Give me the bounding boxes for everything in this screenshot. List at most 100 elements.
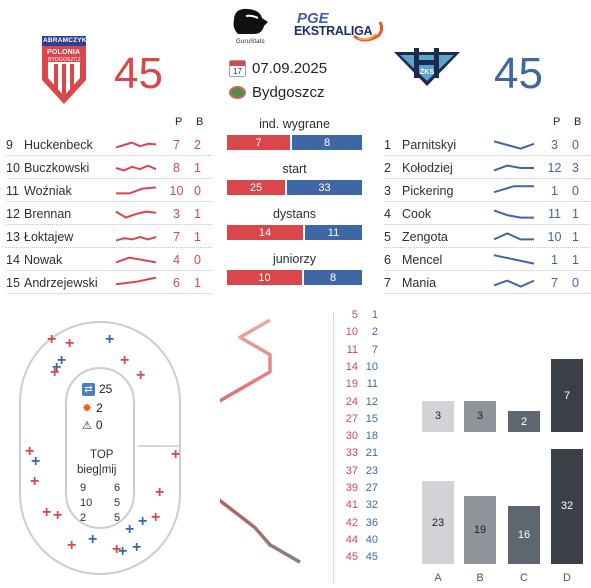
track-marker: + <box>171 446 181 463</box>
trend-sparkline <box>116 185 157 194</box>
rider-name: Zengota <box>402 229 448 244</box>
bar-bottom: 32 <box>551 448 583 564</box>
rider-name: Kołodziej <box>402 160 453 175</box>
league-ekstraliga: EKSTRALIGA <box>294 24 373 38</box>
track-marker: + <box>53 507 63 524</box>
comparison-gap <box>303 225 305 240</box>
shuffle-icon: ⇄ <box>82 382 95 396</box>
rider-bonus: 1 <box>572 206 579 221</box>
rider-row[interactable]: 10 Buczkowski 8 1 <box>6 157 211 179</box>
bar-top: 7 <box>551 359 583 432</box>
rider-row[interactable]: 6 Mencel 1 1 <box>384 249 589 271</box>
rider-row[interactable]: 1 Parnitskyi 3 0 <box>384 134 589 156</box>
rider-row[interactable]: 7 Mania 7 0 <box>384 272 589 294</box>
left-b-header: B <box>196 116 204 128</box>
rider-trend <box>492 229 544 245</box>
heat-score-left: 39 <box>345 482 358 494</box>
comparison-title: start <box>282 162 307 176</box>
track-marker: + <box>65 335 75 352</box>
trend-sparkline <box>115 276 157 285</box>
trend-sparkline <box>493 253 535 265</box>
warning-stat: ⚠ 0 <box>82 418 103 432</box>
heat-score-right: 15 <box>365 412 378 425</box>
heat-score-right: 10 <box>365 360 378 373</box>
logo-text-top: ABRAMCZYK <box>43 37 87 44</box>
rider-row[interactable]: 2 Kołodziej 12 3 <box>384 157 589 179</box>
rider-name: Mencel <box>402 252 443 267</box>
top-heat: 10 <box>80 497 93 509</box>
rider-name: Huckenbeck <box>24 137 93 152</box>
rider-row[interactable]: 3 Pickering 1 0 <box>384 180 589 202</box>
heat-score-right: 21 <box>365 447 378 460</box>
rider-number: 14 <box>6 252 20 267</box>
rider-bonus: 0 <box>572 137 579 152</box>
top-label: TOP <box>90 449 114 461</box>
crash-stat: ✸ 2 <box>82 401 103 415</box>
track-marker: + <box>50 364 60 381</box>
rider-bonus: 0 <box>572 183 579 198</box>
rider-points: 10 <box>547 229 562 244</box>
rider-row[interactable]: 11 Woźniak 10 0 <box>6 180 211 202</box>
rider-row[interactable]: 4 Cook 11 1 <box>384 203 589 225</box>
zks-logo: ŻKS <box>392 44 462 88</box>
track-marker: + <box>25 443 35 460</box>
rider-row[interactable]: 12 Brennan 3 1 <box>6 203 211 225</box>
rider-name: Parnitskyi <box>402 137 457 152</box>
rider-points: 1 <box>551 183 558 198</box>
heat-score-left: 5 <box>351 309 358 321</box>
shuffle-stat: ⇄ 25 <box>82 382 112 396</box>
right-b-header: B <box>574 116 582 128</box>
rider-trend <box>114 137 166 153</box>
comparison-gap <box>285 180 287 195</box>
track-marker: + <box>57 352 67 369</box>
heat-score-line <box>220 318 301 564</box>
heat-score-left: 14 <box>345 360 358 373</box>
rider-row[interactable]: 14 Nowak 4 0 <box>6 249 211 271</box>
heat-score-left: 41 <box>345 499 358 512</box>
trend-sparkline <box>493 231 534 240</box>
track-marker: + <box>118 543 128 560</box>
rider-name: Brennan <box>24 206 72 221</box>
rider-trend <box>114 275 166 291</box>
league-pge: PGE <box>297 10 329 27</box>
warning-value: 0 <box>95 418 103 432</box>
comparison-left-value: 25 <box>227 180 285 195</box>
stadium-icon <box>229 86 246 99</box>
trend-sparkline <box>115 164 157 171</box>
rider-row[interactable]: 13 Łoktajew 7 1 <box>6 226 211 248</box>
rider-row[interactable]: 5 Zengota 10 1 <box>384 226 589 248</box>
track-marker: + <box>125 521 135 538</box>
rider-trend <box>492 206 544 222</box>
comparison-right-value: 8 <box>292 135 362 150</box>
rider-trend <box>492 160 544 176</box>
rider-bonus: 1 <box>572 229 579 244</box>
rider-name: Andrzejewski <box>24 275 98 290</box>
heat-score-left: 24 <box>345 395 358 408</box>
rider-number: 9 <box>6 137 13 152</box>
heat-score-left: 19 <box>345 378 358 391</box>
rider-points: 12 <box>547 160 562 175</box>
left-p-header: P <box>175 116 183 128</box>
track-marker: + <box>151 509 161 526</box>
comparison-bar: 25 33 <box>227 180 362 195</box>
top-passes: 6 <box>114 482 121 494</box>
comparison-bar: 10 8 <box>227 270 362 285</box>
heat-score-right: 12 <box>365 395 378 408</box>
comparison-left-value: 7 <box>227 135 290 150</box>
rider-row[interactable]: 15 Andrzejewski 6 1 <box>6 272 211 294</box>
track-marker: + <box>31 453 41 470</box>
rider-row[interactable]: 9 Huckenbeck 7 2 <box>6 134 211 156</box>
trend-sparkline <box>493 164 534 171</box>
rider-number: 4 <box>384 206 391 221</box>
bar-top: 3 <box>464 400 496 432</box>
rider-bonus: 3 <box>572 160 579 175</box>
rider-points: 10 <box>169 183 184 198</box>
heat-score-right: 40 <box>365 533 378 546</box>
rider-name: Nowak <box>24 252 63 267</box>
comparison-gap <box>302 270 304 285</box>
heat-score-left: 37 <box>345 464 358 477</box>
top-heat: 2 <box>80 512 87 524</box>
trend-sparkline <box>493 139 535 150</box>
heat-divider <box>333 312 334 584</box>
rider-bonus: 1 <box>194 206 201 221</box>
